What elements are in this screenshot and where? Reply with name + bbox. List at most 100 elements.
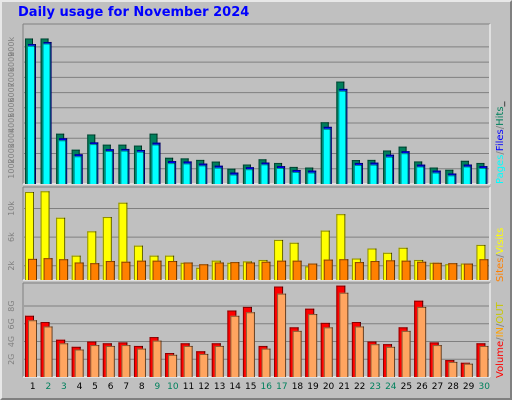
sites-bar (277, 260, 287, 280)
out-bar-fill (417, 306, 427, 377)
visits-bar-shade (414, 259, 416, 280)
out-bar-shade (214, 345, 216, 377)
out-bar (463, 363, 473, 377)
legend-volume-part: OUT (495, 301, 506, 323)
hits-bar (151, 144, 160, 184)
pages-bar-shade (429, 167, 431, 184)
hits-bar (447, 175, 456, 184)
hits-bar-shade (120, 150, 122, 184)
out-bar-shade (323, 327, 333, 329)
sites-bar-edge (394, 260, 396, 280)
sites-bar-fill (339, 259, 349, 280)
visits-bar (118, 202, 128, 280)
visits-bar-edge (126, 202, 128, 280)
pages-bar-shade (460, 160, 462, 184)
hits-bar-shade (447, 175, 449, 184)
out-bar-fill (28, 320, 37, 377)
volume-bar-shade (180, 343, 182, 377)
out-bar-shade (339, 292, 341, 377)
out-bar-shade (43, 326, 45, 377)
pages-bar-shade (336, 81, 345, 83)
sites-bar-shade (386, 260, 396, 262)
volume-bar-shade (445, 360, 455, 362)
pages-bar-shade (289, 166, 291, 184)
chart-panel-3: 2G 4G 6G 8G (7, 282, 491, 378)
sites-bar-shade (277, 260, 287, 262)
hits-bar-shade (431, 172, 433, 184)
hits-bar-edge (80, 156, 82, 184)
files-bar-edge (159, 142, 161, 184)
sites-bar-shade (74, 262, 76, 280)
out-bar-shade (136, 348, 138, 377)
sites-bar (59, 259, 69, 280)
visits-bar-fill (40, 191, 50, 280)
hits-bar-shade (353, 164, 362, 166)
hits-bar-shade (478, 168, 480, 184)
files-bar-edge (252, 167, 254, 184)
pages-bar-shade (258, 159, 267, 161)
pages-bar-shade (180, 158, 182, 184)
visits-bar-shade (71, 255, 81, 257)
hits-bar-fill (291, 171, 300, 184)
out-bar-shade (199, 353, 209, 355)
sites-bar-shade (245, 262, 255, 264)
sites-bar-edge (316, 263, 318, 280)
sites-bar-fill (370, 261, 380, 280)
pages-bar-shade (289, 166, 298, 168)
pages-bar-shade (398, 146, 407, 148)
x-tick-label: 9 (154, 382, 160, 392)
sites-bar-shade (59, 259, 61, 280)
sites-bar-shade (245, 262, 247, 280)
sites-bar-edge (456, 263, 458, 280)
hits-bar-fill (42, 43, 51, 185)
pages-bar-shade (180, 158, 189, 160)
y-tick-label: 900k (7, 37, 16, 57)
sites-bar-edge (269, 261, 271, 280)
hits-bar-shade (104, 150, 113, 152)
out-bar (308, 314, 318, 377)
sites-bar-shade (339, 259, 349, 261)
sites-bar-fill (43, 258, 53, 280)
out-bar-fill (121, 345, 131, 377)
x-tick-label: 13 (214, 382, 225, 392)
volume-bar-shade (398, 327, 400, 377)
out-bar-shade (479, 345, 481, 377)
out-bar-shade (432, 345, 442, 347)
out-bar-shade (261, 348, 271, 350)
out-bar-shade (199, 353, 201, 377)
hits-bar-shade (307, 172, 316, 174)
volume-bar-shade (336, 285, 338, 377)
visits-bar-shade (274, 239, 284, 241)
sites-bar (90, 263, 100, 280)
out-bar-fill (43, 326, 53, 377)
hits-bar-shade (135, 151, 137, 184)
visits-bar-shade (289, 242, 291, 280)
legend-visits: Sites/Visits (495, 228, 506, 282)
hits-bar (478, 168, 487, 184)
sites-bar-shade (152, 260, 154, 280)
legend-visits-part: Sites (495, 258, 506, 282)
visits-bar (274, 239, 284, 280)
sites-bar-fill (74, 262, 84, 280)
out-bar (386, 346, 396, 377)
hits-bar-shade (244, 169, 253, 171)
sites-bar-shade (121, 261, 131, 263)
hits-bar (120, 150, 129, 184)
volume-bar-shade (102, 343, 112, 345)
x-tick-label: 24 (385, 382, 397, 392)
sites-bar-shade (74, 262, 84, 264)
legend-hits-part: Pages (495, 155, 506, 184)
out-bar-fill (479, 345, 489, 377)
volume-bar-shade (71, 346, 73, 377)
sites-bar-edge (144, 260, 146, 280)
out-bar-fill (354, 326, 364, 377)
pages-bar-shade (211, 161, 213, 184)
pages-bar-shade (429, 167, 438, 169)
hits-bar (42, 43, 51, 185)
files-bar-shade (183, 161, 192, 163)
out-bar (448, 361, 458, 377)
out-bar-fill (168, 354, 178, 377)
out-bar (43, 326, 53, 377)
pages-bar-shade (149, 133, 151, 184)
out-bar-shade (448, 361, 458, 363)
